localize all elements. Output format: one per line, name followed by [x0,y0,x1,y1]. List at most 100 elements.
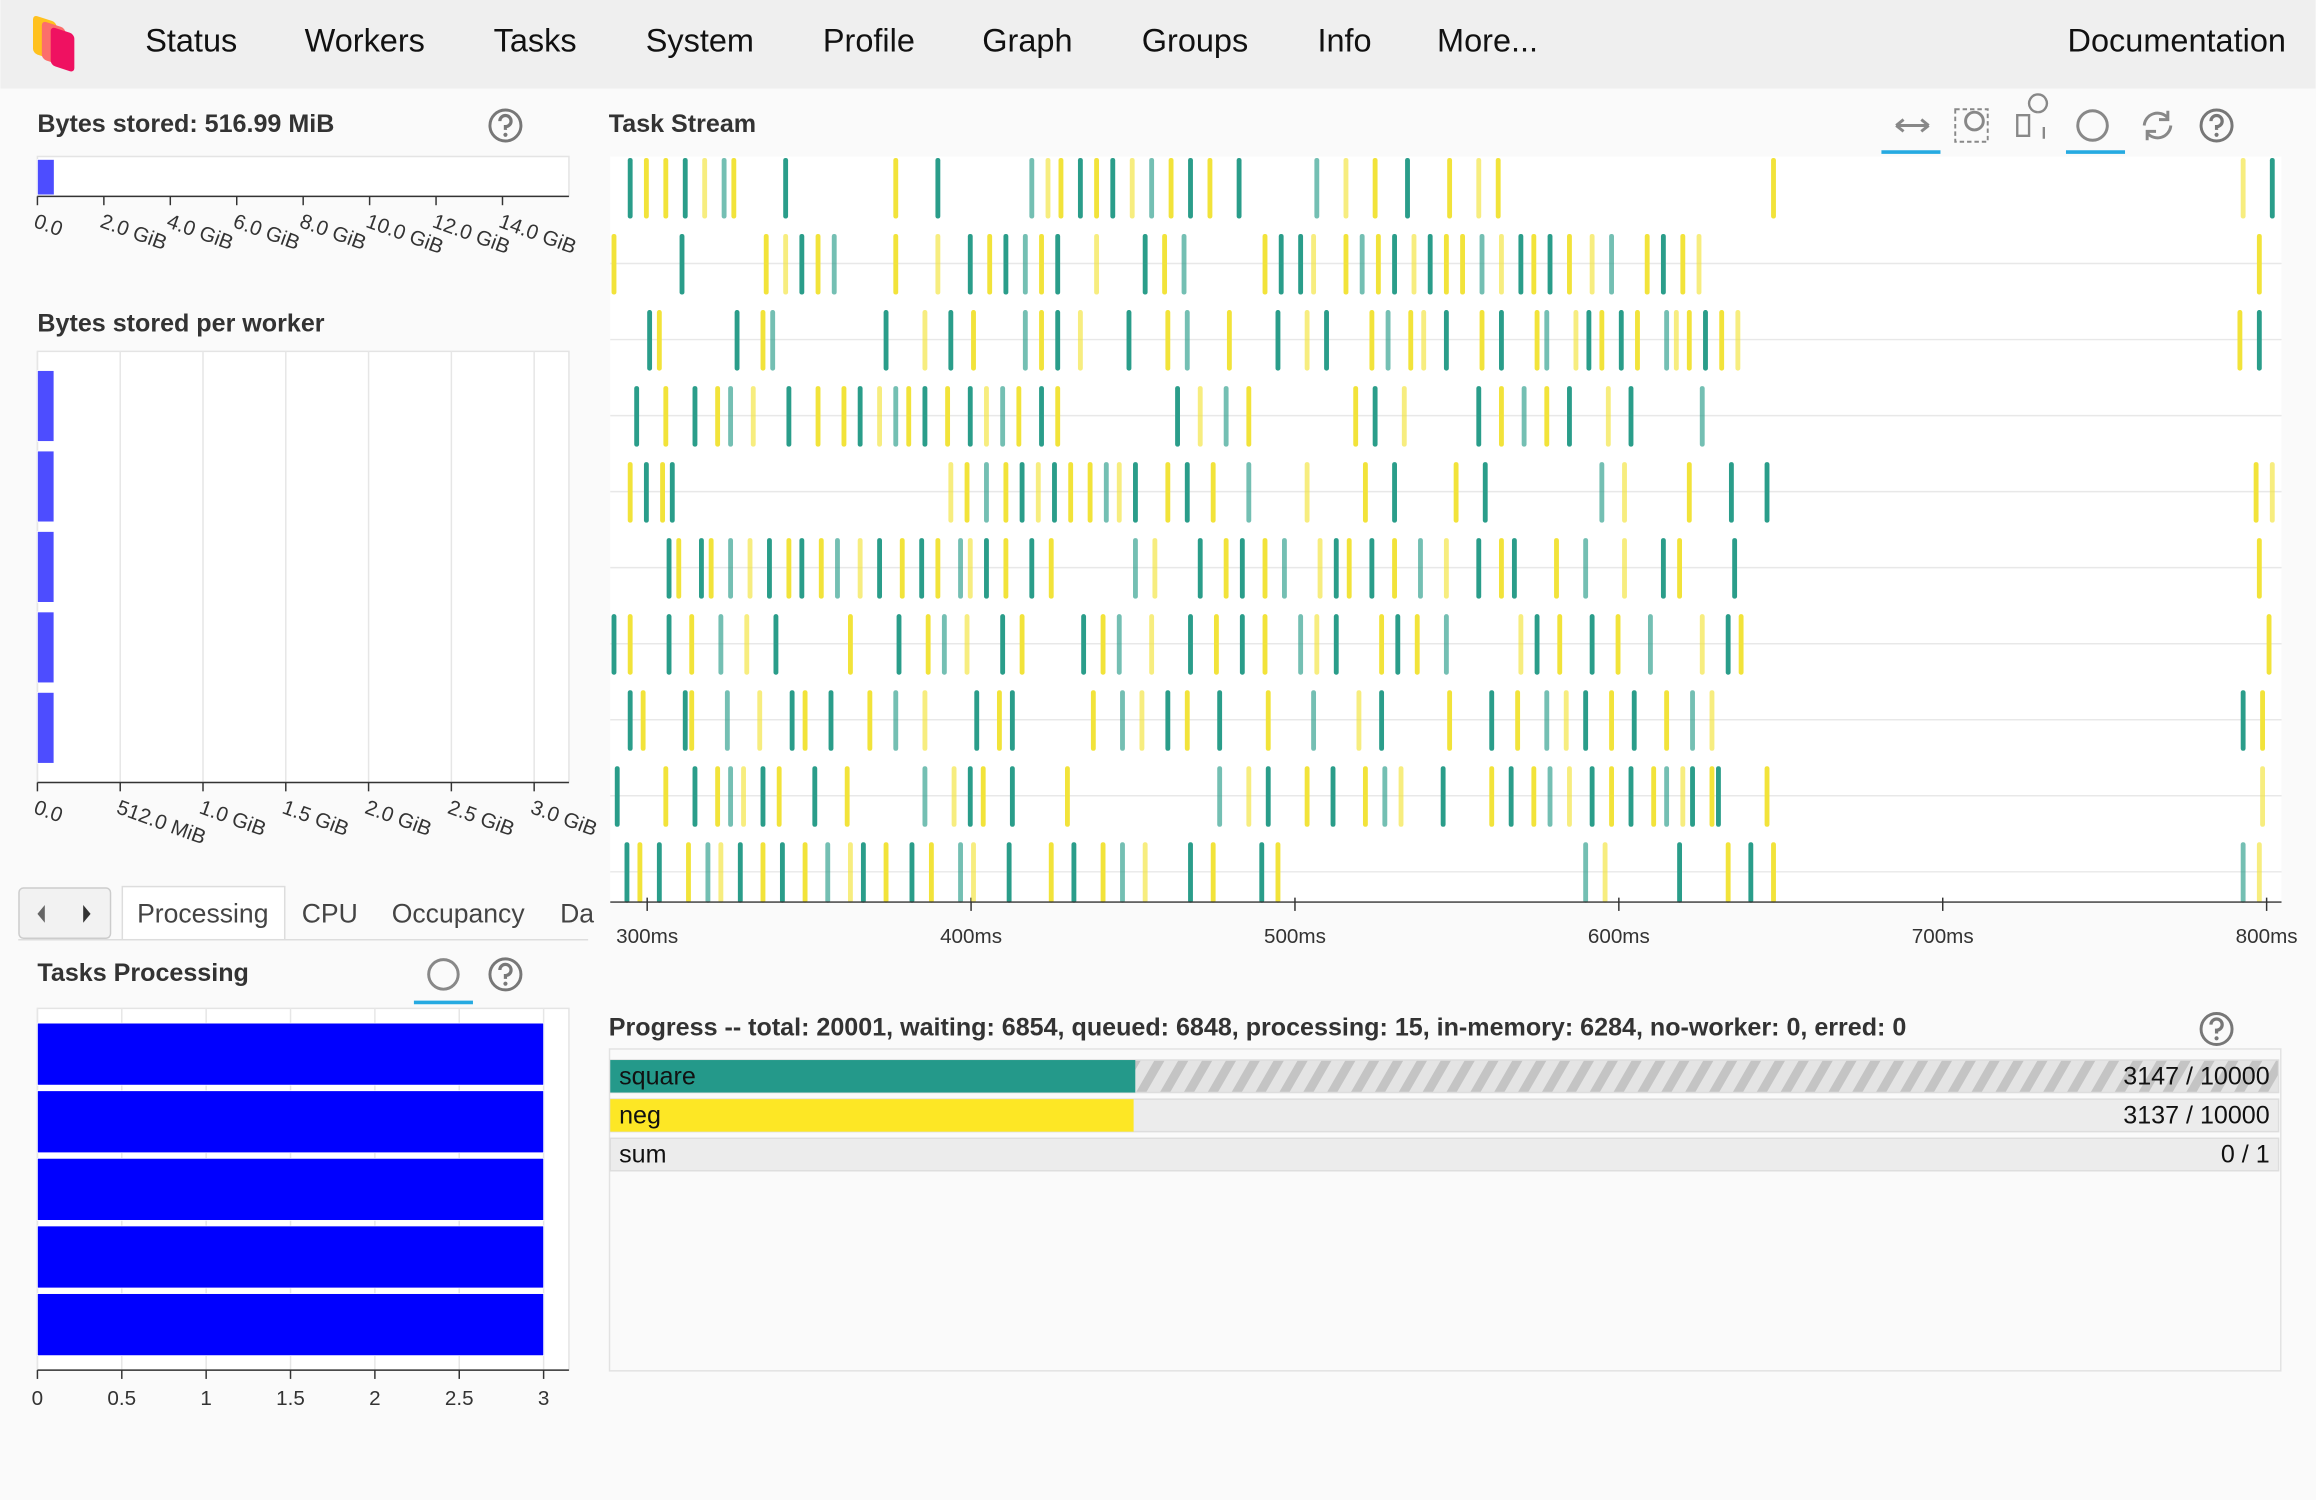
task-bar [1547,234,1553,295]
task-bar [689,690,695,751]
task-bar [1207,157,1213,219]
help-icon[interactable] [488,108,523,143]
nav-link[interactable]: Documentation [2068,22,2286,58]
task-bar [1738,614,1744,675]
task-bar [1631,690,1637,751]
nav-link[interactable]: Info [1317,22,1371,58]
panel-title: Progress -- total: 20001, waiting: 6854,… [609,1014,1907,1042]
tab[interactable]: Occupancy [392,898,526,928]
task-bar [844,766,850,827]
panel-title: Tasks Processing [37,959,248,987]
help-icon[interactable] [2199,1011,2234,1047]
task-bar [1589,234,1595,295]
x-tick-label: 0.0 [31,796,66,827]
nav-bar [0,0,2316,89]
task-bar [802,842,808,903]
task-bar [1210,462,1216,523]
task-bar [705,842,711,903]
task-name: neg [619,1102,661,1130]
task-bar [1006,842,1012,903]
nav-link[interactable]: Graph [982,22,1072,58]
task-bar [1055,310,1061,371]
task-bar [1019,614,1025,675]
task-bar [676,538,682,599]
task-bar [1725,842,1731,903]
task-bar [1609,234,1614,295]
tab-left-arrow[interactable] [37,905,45,923]
hover-tool[interactable] [2076,109,2109,142]
task-bar [815,234,821,295]
task-bar [1447,157,1453,219]
nav-link[interactable]: Tasks [494,22,577,58]
task-bar [2240,157,2246,219]
box-zoom-tool[interactable] [1954,108,1989,143]
task-bar [825,842,831,903]
task-bar [1094,234,1100,295]
task-bar [1489,690,1495,751]
task-bar [611,234,617,295]
task-bar [1677,538,1683,599]
task-bar [666,538,672,599]
bar [37,692,55,764]
task-bar [922,690,928,751]
hover-tool[interactable] [427,958,460,991]
nav-link[interactable]: Profile [823,22,915,58]
task-bar [1077,310,1083,371]
help-icon[interactable] [2199,108,2234,143]
x-tick-label: 500ms [1264,925,1326,948]
progress-bar [610,1060,1136,1093]
pan-tool[interactable] [1895,118,1930,133]
task-bar [1499,386,1504,447]
nav-link[interactable]: Groups [1142,22,1248,58]
task-bar [643,462,649,523]
task-bar [1495,157,1501,219]
task-bar [984,462,989,523]
tab[interactable]: Da [560,898,594,928]
nav-link[interactable]: Workers [305,22,425,58]
task-bar [1725,614,1731,675]
active-tab[interactable] [121,885,286,941]
help-icon[interactable] [488,957,523,992]
reset-tool[interactable] [2142,110,2173,141]
task-bar [847,614,853,675]
task-bar [799,234,805,295]
task-bar [741,766,746,827]
task-bar [1677,842,1683,903]
task-bar [779,842,785,903]
task-bar [682,157,688,219]
x-tick-label: 4.0 GiB [164,210,237,255]
task-bar [1583,842,1589,903]
bar [37,1157,544,1221]
logo[interactable] [32,15,75,73]
task-bar [1499,310,1504,371]
task-bar [1262,614,1268,675]
task-bar [1019,462,1025,523]
bar [37,1022,544,1086]
task-bar [1197,538,1203,599]
task-bar [734,310,740,371]
wheel-zoom-tool[interactable] [2016,93,2049,139]
tab[interactable]: CPU [302,898,358,928]
nav-link[interactable]: More... [1437,22,1538,58]
task-bar [1304,766,1310,827]
task-bar [1716,766,1721,827]
task-bar [1375,234,1381,295]
task-bar [1686,310,1692,371]
task-bar [1188,614,1193,675]
x-tick-label: 512.0 MiB [114,796,209,849]
x-tick-label: 0.5 [107,1387,136,1410]
nav-link[interactable]: Status [145,22,237,58]
nav-link[interactable]: System [646,22,754,58]
task-bar [802,690,808,751]
task-bar [1142,842,1148,903]
plot-area [36,155,570,198]
tab-right-arrow[interactable] [83,905,91,923]
task-bar [1058,157,1064,219]
task-bar [1534,310,1540,371]
tab[interactable]: Processing [137,898,268,928]
task-bar [1087,462,1093,523]
task-bar [715,766,721,827]
task-bar [967,234,973,295]
task-bar [1181,234,1187,295]
task-bar [935,157,941,219]
